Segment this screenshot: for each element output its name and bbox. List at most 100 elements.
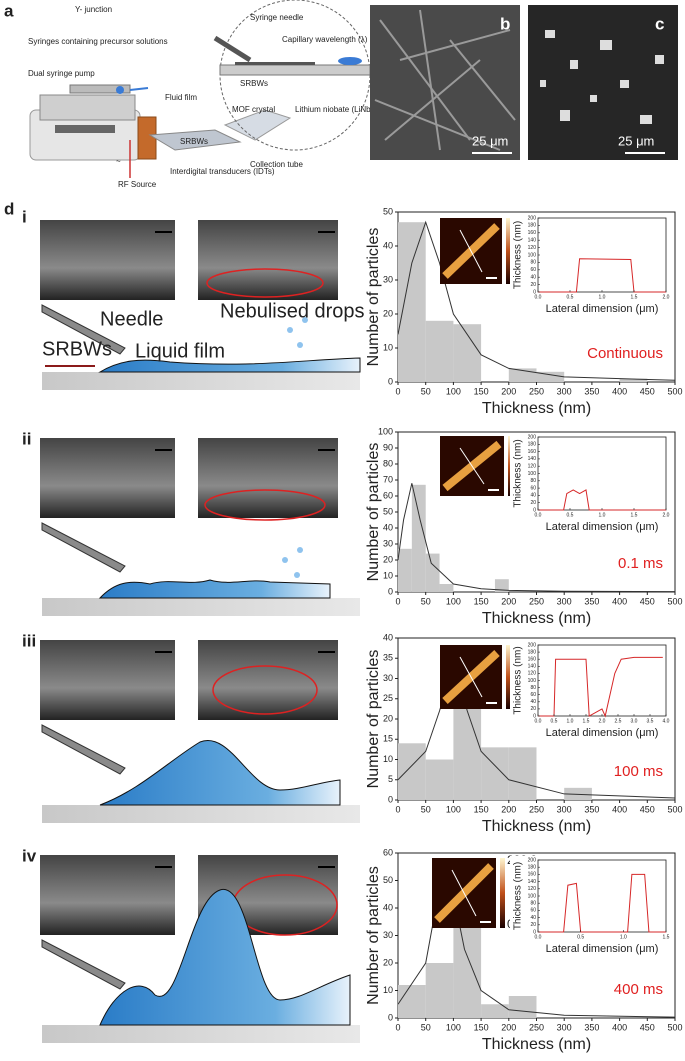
y-tick-label: 20 [530,282,536,288]
bar [398,985,426,1018]
y-tick-label: 0 [388,376,393,386]
y-tick-label: 60 [383,490,393,500]
panel-label: b [500,14,510,33]
y-tick-label: 100 [528,678,537,684]
label: Syringes containing precursor solutions [28,37,168,46]
colorbar [500,858,505,928]
fit-curve [397,660,676,799]
profile-inset: 0.0 0.5 1.0 1.5 2.00204060801001201401601802… [510,433,672,540]
label: SRBWs [240,79,268,88]
bar [536,371,565,382]
afm-scan [451,869,477,917]
y-axis-label: Thickness (nm) [513,439,524,507]
bar [425,963,454,1018]
drop [297,547,303,553]
bar [564,787,592,800]
y-tick-label: 20 [383,713,393,723]
x-tick-label: 2.5 [615,718,622,724]
y-tick-label: 40 [530,699,536,705]
profile-inset: 0.0 0.5 1.0 1.5 2.00204060801001201401601802… [510,214,672,322]
y-tick-label: 40 [383,522,393,532]
bar [619,378,648,382]
y-tick-label: 30 [383,538,393,548]
x-tick-label: 1.0 [567,718,574,724]
annotation: 100 ms [614,763,663,780]
x-tick-label: 450 [640,596,655,606]
y-tick-label: 80 [530,685,536,691]
label: SRBWs [180,137,208,146]
y-tick-label: 160 [528,657,537,663]
photo [198,220,338,300]
x-tick-label: 300 [557,804,572,814]
photo [40,640,175,720]
label: Dual syringe pump [28,69,95,78]
y-tick-label: 50 [383,875,393,885]
x-axis-label: Thickness (nm) [482,610,591,627]
x-tick-label: 100 [446,596,461,606]
x-tick-label: 0.0 [535,294,542,300]
y-tick-label: 180 [528,442,537,448]
profile-line [538,656,663,718]
colorbar [506,218,511,284]
fit-curve [397,483,676,593]
row-label: i [22,207,27,226]
y-tick-label: 0 [388,1012,393,1022]
x-tick-label: 1.5 [631,294,638,300]
y-tick-label: 30 [383,673,393,683]
x-tick-label: 450 [640,386,655,396]
y-tick-label: 100 [378,426,393,436]
y-tick-label: 0 [388,586,393,596]
x-tick-label: 1.5 [583,718,590,724]
y-tick-label: 35 [383,653,393,663]
x-tick-label: 200 [501,386,516,396]
inset-background [510,856,672,962]
substrate [42,805,360,823]
x-tick-label: 350 [584,596,599,606]
x-tick-label: 1.5 [631,512,638,518]
photo [40,438,175,518]
liquid-film [98,579,331,599]
x-tick-label: 0.0 [535,718,542,724]
x-axis-label: Lateral dimension (μm) [546,943,659,955]
x-tick-label: 50 [421,596,431,606]
substrate [42,372,360,390]
highlight [212,665,318,715]
y-tick-label: 200 [528,215,537,221]
y-tick-label: 20 [383,957,393,967]
x-tick-label: 1.0 [620,934,627,940]
x-tick-label: 500 [667,804,682,814]
highlight [206,268,324,298]
y-tick-label: 0 [388,794,393,804]
bar [398,222,426,382]
y-tick-label: 160 [528,449,537,455]
colorbar [506,645,511,709]
y-tick-label: 50 [383,206,393,216]
x-tick-label: 150 [474,804,489,814]
x-tick-label: 300 [557,386,572,396]
x-tick-label: 0.5 [551,718,558,724]
x-tick-label: 200 [501,1022,516,1032]
x-tick-label: 350 [584,386,599,396]
label: Collection tube [250,160,303,169]
sem-image [370,5,520,160]
sem-crystals [540,30,664,124]
y-tick-label: 10 [383,342,393,352]
y-tick-label: 15 [383,734,393,744]
liquid-film [99,889,351,1026]
y-tick-label: 0 [533,289,536,295]
y-tick-label: 100 [528,252,537,258]
inset-background [510,214,672,322]
x-axis-label: Thickness (nm) [482,1036,591,1053]
y-tick-label: 200 [528,857,537,863]
x-axis-label: Thickness (nm) [482,818,591,835]
y-tick-label: 70 [383,474,393,484]
y-tick-label: 20 [383,308,393,318]
profile-line [538,489,666,511]
y-tick-label: 60 [530,692,536,698]
y-tick-label: 80 [530,901,536,907]
row-label: iv [22,846,37,865]
x-tick-label: 0.5 [567,512,574,518]
label: Y- junction [75,5,112,14]
bar [453,324,482,382]
